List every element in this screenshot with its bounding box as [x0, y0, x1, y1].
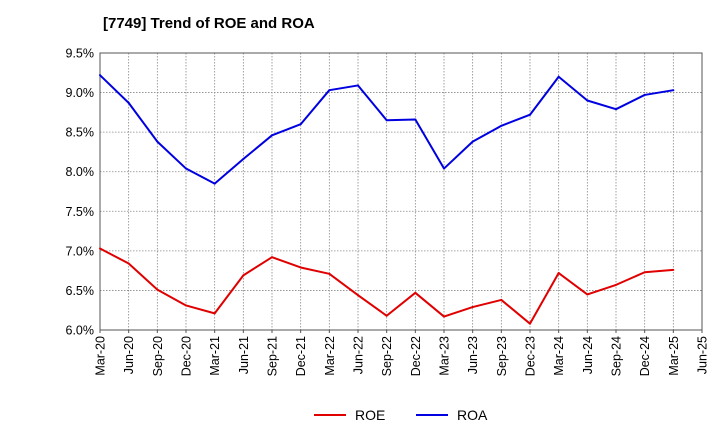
y-tick-label: 8.5% [66, 126, 95, 140]
data-point-roe [99, 247, 101, 250]
x-tick-label: Jun-23 [466, 336, 480, 374]
x-tick-label: Mar-24 [552, 336, 566, 376]
data-point-roe [156, 288, 159, 291]
data-point-roa [529, 113, 531, 116]
legend-label-roe: ROE [355, 407, 386, 423]
axis-layer [99, 52, 703, 333]
data-point-roe [185, 304, 187, 307]
data-point-roa [242, 158, 245, 161]
series-layer [99, 74, 675, 325]
chart-title: [7749] Trend of ROE and ROA [103, 15, 315, 32]
data-point-roa [357, 84, 359, 87]
x-tick-label: Sep-22 [380, 336, 394, 376]
data-point-roe [127, 262, 130, 265]
legend-item-roe: ROE [314, 404, 385, 426]
data-point-roa [185, 167, 187, 170]
data-point-roe [443, 315, 445, 318]
y-tick-label: 9.0% [66, 86, 95, 100]
plot-frame [99, 52, 703, 331]
y-tick-label: 7.5% [66, 205, 95, 219]
legend: ROE ROA [0, 404, 720, 426]
x-tick-label: Dec-21 [294, 336, 308, 376]
data-point-roa [299, 123, 302, 126]
data-point-roe [357, 294, 359, 297]
grid-layer [100, 53, 702, 330]
legend-swatch-roa [416, 414, 448, 416]
x-tick-label: Jun-25 [696, 336, 710, 374]
x-tick-label: Sep-21 [266, 336, 280, 376]
y-tick-label: 6.5% [66, 284, 95, 298]
data-point-roa [127, 101, 130, 104]
data-point-roe [414, 291, 417, 294]
data-point-roe [672, 268, 675, 271]
data-point-roa [557, 75, 560, 78]
data-point-roa [615, 108, 617, 111]
data-point-roe [271, 256, 273, 259]
data-point-roa [213, 182, 216, 185]
y-tick-label: 6.0% [66, 324, 95, 338]
data-point-roe [385, 314, 388, 317]
x-tick-label: Mar-23 [438, 336, 452, 376]
data-point-roa [99, 74, 101, 77]
data-point-roe [529, 322, 531, 325]
y-tick-label: 9.5% [66, 47, 95, 61]
x-tick-label: Dec-24 [638, 336, 652, 376]
data-point-roe [586, 293, 589, 296]
data-point-roa [443, 167, 445, 170]
x-tick-label: Jun-20 [122, 336, 136, 374]
data-point-roa [643, 93, 646, 96]
data-point-roa [586, 99, 589, 102]
x-tick-label: Jun-24 [581, 336, 595, 374]
x-tick-label: Mar-21 [208, 336, 222, 376]
data-point-roe [615, 283, 617, 286]
data-point-roa [156, 140, 159, 143]
data-point-roe [242, 274, 245, 277]
x-tick-label: Jun-21 [237, 336, 251, 374]
x-tick-label: Sep-23 [495, 336, 509, 376]
x-tick-label: Sep-24 [610, 336, 624, 376]
legend-item-roa: ROA [416, 404, 487, 426]
data-point-roa [500, 124, 503, 127]
legend-label-roa: ROA [457, 407, 488, 423]
data-point-roe [213, 312, 216, 315]
data-point-roe [299, 266, 302, 269]
data-point-roe [328, 272, 331, 275]
data-point-roa [414, 118, 417, 121]
x-tick-label: Dec-23 [524, 336, 538, 376]
x-tick-label: Mar-22 [323, 336, 337, 376]
data-point-roa [672, 89, 675, 92]
legend-swatch-roe [314, 414, 346, 416]
data-point-roe [500, 298, 503, 301]
data-point-roa [328, 89, 331, 92]
data-point-roa [271, 134, 273, 137]
data-point-roa [385, 119, 388, 122]
x-tick-label: Mar-25 [667, 336, 681, 376]
data-point-roe [471, 306, 474, 309]
y-tick-label: 8.0% [66, 165, 95, 179]
data-point-roa [471, 140, 474, 143]
x-tick-label: Dec-22 [409, 336, 423, 376]
data-point-roe [643, 271, 646, 274]
y-tick-label: 7.0% [66, 244, 95, 258]
tick-layer: 6.0% 6.5% 7.0% 7.5% 8.0% 8.5% 9.0% 9.5% Mar-20 Ju… [66, 47, 710, 377]
x-tick-label: Jun-22 [352, 336, 366, 374]
x-tick-label: Mar-20 [94, 336, 108, 376]
x-tick-label: Sep-20 [151, 336, 165, 376]
x-tick-label: Dec-20 [180, 336, 194, 376]
data-point-roe [557, 272, 560, 275]
